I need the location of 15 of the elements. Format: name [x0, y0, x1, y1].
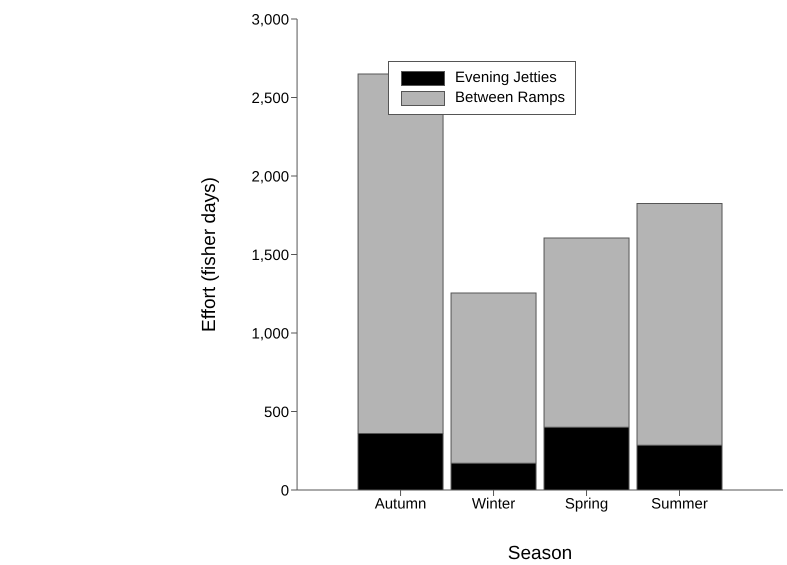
- y-tick-label: 0: [280, 482, 290, 500]
- y-tick-label: 1,500: [252, 246, 290, 264]
- y-tick-label: 3,000: [252, 11, 290, 28]
- y-tick-label: 2,000: [252, 168, 290, 186]
- x-tick-label: Spring: [564, 496, 608, 513]
- y-axis-title: Effort (fisher days): [198, 177, 220, 332]
- legend-label: Between Ramps: [454, 88, 566, 108]
- y-tick-label: 2,500: [252, 90, 290, 107]
- x-axis-title: Season: [508, 543, 572, 564]
- legend-label: Evening Jetties: [454, 68, 558, 88]
- y-tick-label: 1,000: [252, 325, 290, 342]
- x-tick-label: Autumn: [374, 496, 426, 513]
- y-tick-label: 500: [264, 404, 290, 421]
- x-tick-label: Summer: [651, 496, 708, 513]
- x-tick-label: Winter: [472, 496, 516, 513]
